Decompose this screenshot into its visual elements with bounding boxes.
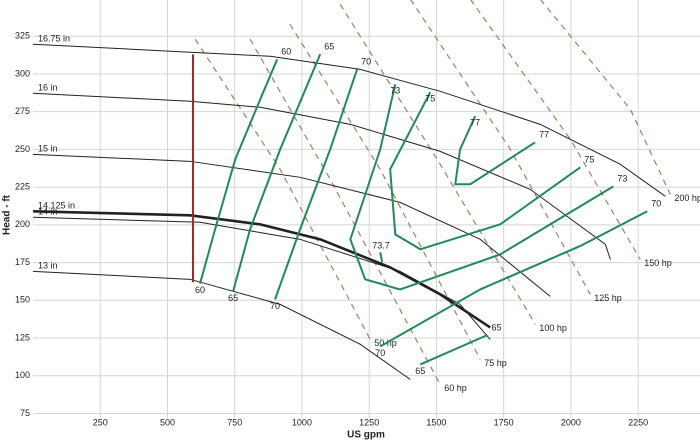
y-tick-label: 125 xyxy=(15,332,30,342)
power-curve xyxy=(339,3,536,325)
x-axis-label: US gpm xyxy=(347,430,385,441)
efficiency-label: 70 xyxy=(270,301,280,311)
y-tick-label: 150 xyxy=(15,295,30,305)
x-tick-label: 2000 xyxy=(561,417,581,427)
efficiency-label: 65 xyxy=(492,322,502,332)
impeller-curve xyxy=(32,92,611,260)
y-tick-label: 175 xyxy=(15,257,30,267)
efficiency-label: 65 xyxy=(228,293,238,303)
y-axis-label: Head - ft xyxy=(2,194,13,235)
efficiency-label: 60 xyxy=(281,47,291,57)
x-tick-label: 1000 xyxy=(292,417,312,427)
power-label: 125 hp xyxy=(594,293,622,303)
power-label: 200 hp xyxy=(674,193,700,203)
x-tick-label: 1500 xyxy=(426,417,446,427)
x-tick-label: 1250 xyxy=(359,417,379,427)
impeller-label: 13 in xyxy=(38,261,58,271)
power-curve xyxy=(470,0,641,260)
x-tick-label: 500 xyxy=(160,417,175,427)
efficiency-curve xyxy=(379,210,648,348)
power-curve xyxy=(289,23,481,360)
power-label: 75 hp xyxy=(484,358,507,368)
x-tick-label: 2250 xyxy=(628,417,648,427)
y-tick-label: 100 xyxy=(15,370,30,380)
impeller-label: 16.75 in xyxy=(38,34,70,44)
power-label: 100 hp xyxy=(539,323,567,333)
y-tick-label: 200 xyxy=(15,219,30,229)
efficiency-label: 65 xyxy=(415,366,425,376)
efficiency-label: 75 xyxy=(584,155,594,165)
annotation-tick xyxy=(379,252,384,263)
power-label: 60 hp xyxy=(444,383,467,393)
efficiency-curve xyxy=(349,83,614,291)
efficiency-label: 70 xyxy=(375,348,385,358)
efficiency-label: 75 xyxy=(425,94,435,104)
x-tick-label: 750 xyxy=(227,417,242,427)
y-tick-label: 75 xyxy=(20,408,30,418)
x-tick-label: 1750 xyxy=(494,417,514,427)
impeller-label: 16 in xyxy=(38,83,58,93)
efficiency-label: 77 xyxy=(539,130,549,140)
impeller-curve xyxy=(32,43,666,197)
power-curve xyxy=(540,0,671,195)
efficiency-curve xyxy=(389,91,581,251)
efficiency-curve xyxy=(199,58,279,284)
impeller-label: 14.125 in xyxy=(38,201,75,211)
y-tick-label: 300 xyxy=(15,68,30,78)
y-tick-label: 225 xyxy=(15,181,30,191)
y-tick-label: 275 xyxy=(15,106,30,116)
efficiency-label: 65 xyxy=(324,42,334,52)
efficiency-curve xyxy=(232,53,322,292)
efficiency-label: 73 xyxy=(390,86,400,96)
efficiency-label: 70 xyxy=(361,57,371,67)
efficiency-curve xyxy=(274,68,359,300)
impeller-curve xyxy=(32,270,411,380)
x-tick-label: 250 xyxy=(93,417,108,427)
y-tick-label: 325 xyxy=(15,31,30,41)
power-curve xyxy=(410,0,591,295)
efficiency-curve xyxy=(454,115,536,186)
impeller-curve xyxy=(32,209,491,329)
efficiency-label: 60 xyxy=(195,285,205,295)
power-curve xyxy=(194,38,371,340)
annotation-label: 73.7 xyxy=(372,241,390,251)
power-label: 150 hp xyxy=(644,258,672,268)
efficiency-curve xyxy=(419,334,488,366)
impeller-curve xyxy=(32,216,491,340)
efficiency-label: 77 xyxy=(470,118,480,128)
power-curve xyxy=(249,38,441,385)
impeller-label: 15 in xyxy=(38,144,58,154)
efficiency-label: 70 xyxy=(651,199,661,209)
y-tick-label: 250 xyxy=(15,144,30,154)
impeller-label: 14 in xyxy=(38,207,58,217)
impeller-curve xyxy=(32,153,551,297)
efficiency-label: 73 xyxy=(617,174,627,184)
